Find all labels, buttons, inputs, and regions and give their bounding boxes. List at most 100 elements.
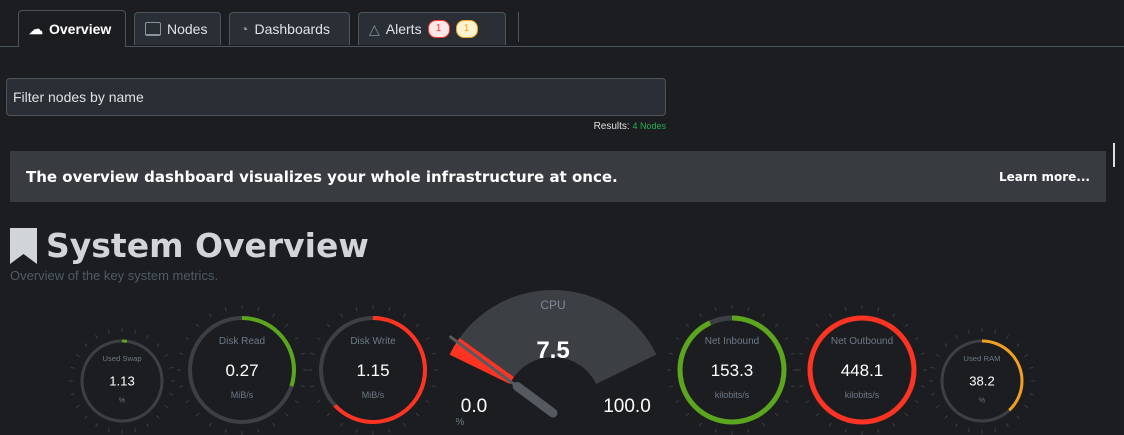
gauge-used-swap[interactable]: Used Swap 1.13% bbox=[69, 328, 175, 434]
cpu-unit: % bbox=[456, 417, 465, 428]
gauge-tick bbox=[316, 400, 321, 403]
cpu-max: 100.0 bbox=[603, 396, 651, 417]
gauge-tick bbox=[774, 412, 779, 417]
gauge-tick bbox=[70, 393, 75, 396]
gauge-tick bbox=[272, 422, 275, 427]
gauge-fill bbox=[940, 339, 1024, 423]
gauge-tick bbox=[669, 352, 674, 355]
gauge-tick bbox=[699, 422, 702, 427]
gauge-tick bbox=[892, 313, 895, 318]
tab-overview[interactable]: ☁ Overview bbox=[18, 10, 126, 47]
gauge-fill bbox=[807, 315, 917, 425]
gauge-tick bbox=[164, 354, 169, 357]
gauge-tick bbox=[1006, 334, 1009, 339]
gauge-tick bbox=[935, 405, 940, 408]
gauge-tick bbox=[774, 323, 779, 328]
gauge-tick bbox=[675, 337, 680, 340]
tab-dashboards[interactable]: ◔ Dashboards bbox=[229, 12, 350, 45]
gauge-value: 448.1 bbox=[841, 361, 884, 380]
gauge-tick bbox=[257, 307, 260, 312]
filter-nodes-input[interactable] bbox=[6, 78, 666, 116]
gauge-net-inbound[interactable]: Net Inbound 153.3 kilobits/s bbox=[667, 305, 797, 435]
tab-divider bbox=[518, 12, 519, 42]
gauge-tick bbox=[425, 337, 430, 340]
gauge-tick bbox=[935, 354, 940, 357]
gauge-tick bbox=[815, 323, 820, 328]
banner-text: The overview dashboard visualizes your w… bbox=[26, 167, 618, 186]
gauge-tick bbox=[355, 307, 358, 312]
cpu-gauge-track bbox=[449, 290, 657, 384]
gauge-tick bbox=[930, 366, 935, 369]
tab-alerts[interactable]: △ Alerts 1 1 bbox=[358, 12, 506, 45]
gauge-used-ram[interactable]: Used RAM 38.2% bbox=[929, 328, 1035, 434]
gauge-tick bbox=[209, 313, 212, 318]
gauge-tick bbox=[107, 329, 110, 334]
gauge-tick bbox=[107, 428, 110, 433]
gauge-tick bbox=[1029, 393, 1034, 396]
gauge-tick bbox=[403, 313, 406, 318]
gauge-fill bbox=[80, 339, 164, 423]
page-subtitle: Overview of the key system metrics. bbox=[10, 268, 219, 283]
gauge-tick bbox=[669, 385, 674, 388]
gauge-cpu[interactable]: CPU 7.5 0.0 100.0% bbox=[449, 290, 657, 428]
gauge-tick bbox=[272, 313, 275, 318]
gauge-tick bbox=[892, 422, 895, 427]
gauge-tick bbox=[1016, 343, 1020, 347]
gauge-tick bbox=[1024, 405, 1029, 408]
gauge-tick bbox=[714, 307, 717, 312]
nodes-icon bbox=[145, 22, 161, 36]
gauge-tick bbox=[156, 343, 160, 347]
gauge-tick bbox=[209, 422, 212, 427]
gauge-tick bbox=[257, 428, 260, 433]
gauge-tick bbox=[310, 385, 315, 388]
gauge-tick bbox=[844, 307, 847, 312]
learn-more-link[interactable]: Learn more... bbox=[998, 169, 1090, 184]
gauge-tick bbox=[146, 423, 149, 428]
gauge-tick bbox=[967, 329, 970, 334]
gauge-tick bbox=[1024, 354, 1029, 357]
gauge-tick bbox=[844, 428, 847, 433]
gauge-icon: ◔ bbox=[240, 21, 249, 37]
tab-nodes[interactable]: Nodes bbox=[134, 12, 221, 45]
gauge-tick bbox=[294, 337, 299, 340]
cpu-value: 7.5 bbox=[536, 337, 569, 364]
gauge-tick bbox=[134, 329, 137, 334]
gauge-tick bbox=[294, 400, 299, 403]
scrollbar[interactable] bbox=[1113, 143, 1115, 167]
gauge-unit: kilobits/s bbox=[715, 390, 750, 400]
critical-alerts-badge[interactable]: 1 bbox=[427, 20, 450, 38]
gauge-tick bbox=[431, 385, 436, 388]
gauge-fill bbox=[677, 315, 787, 425]
gauge-tick bbox=[920, 385, 925, 388]
gauge-tick bbox=[799, 352, 804, 355]
gauge-disk-write[interactable]: Disk Write 1.15 MiB/s bbox=[308, 305, 438, 435]
gauge-fill bbox=[188, 316, 296, 424]
gauge-tick bbox=[179, 385, 184, 388]
gauge-tick bbox=[316, 337, 321, 340]
gauge-value: 0.27 bbox=[225, 361, 258, 380]
gauge-tick bbox=[224, 428, 227, 433]
results-count: Results: 4 Nodes bbox=[593, 121, 666, 132]
gauge-net-outbound[interactable]: Net Outbound 448.1 kilobits/s bbox=[797, 305, 927, 435]
gauge-tick bbox=[84, 343, 88, 347]
gauge-tick bbox=[431, 352, 436, 355]
section-header: System Overview bbox=[10, 226, 369, 265]
cpu-min: 0.0 bbox=[461, 396, 487, 417]
gauge-tick bbox=[685, 323, 690, 328]
gauge-tick bbox=[1006, 423, 1009, 428]
gauge-tick bbox=[955, 334, 958, 339]
gauge-tick bbox=[284, 323, 289, 328]
warning-alerts-badge[interactable]: 1 bbox=[455, 20, 478, 38]
gauge-tick bbox=[994, 428, 997, 433]
gauge-tick bbox=[790, 385, 795, 388]
gauge-tick bbox=[877, 307, 880, 312]
gauge-tick bbox=[425, 400, 430, 403]
gauge-disk-read[interactable]: Disk Read 0.27 MiB/s bbox=[177, 305, 307, 435]
bookmark-icon bbox=[10, 227, 37, 264]
gauge-tick bbox=[75, 405, 80, 408]
gauge-tick bbox=[224, 307, 227, 312]
gauge-tick bbox=[415, 412, 420, 417]
gauge-tick bbox=[326, 323, 331, 328]
gauge-tick bbox=[169, 393, 174, 396]
gauge-tick bbox=[84, 415, 88, 419]
